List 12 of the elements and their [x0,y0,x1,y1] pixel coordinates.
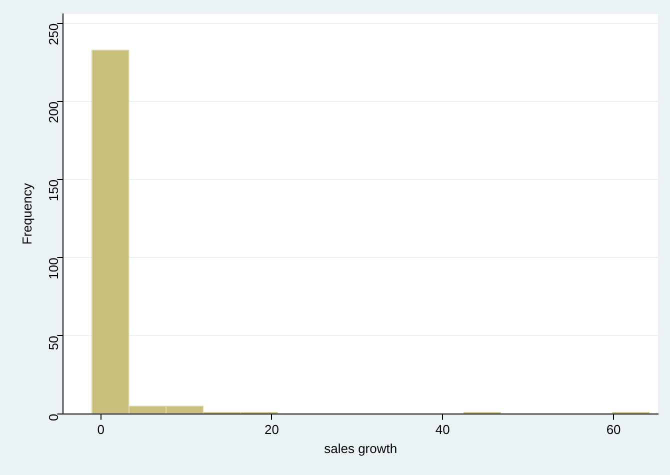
x-tick-label: 60 [606,422,621,438]
y-tick-label: 50 [46,336,61,350]
y-tick-label: 0 [46,414,61,422]
y-axis-title: Frequency [19,182,34,245]
y-tick-label: 200 [46,101,61,124]
y-tick-label: 250 [46,23,61,46]
y-tick-label: 150 [46,180,61,202]
x-tick-label: 0 [97,422,104,438]
x-axis-title: sales growth [324,440,398,456]
x-tick-label: 40 [435,422,450,438]
y-tick-label: 100 [46,258,61,280]
x-tick-label: 20 [264,422,279,438]
